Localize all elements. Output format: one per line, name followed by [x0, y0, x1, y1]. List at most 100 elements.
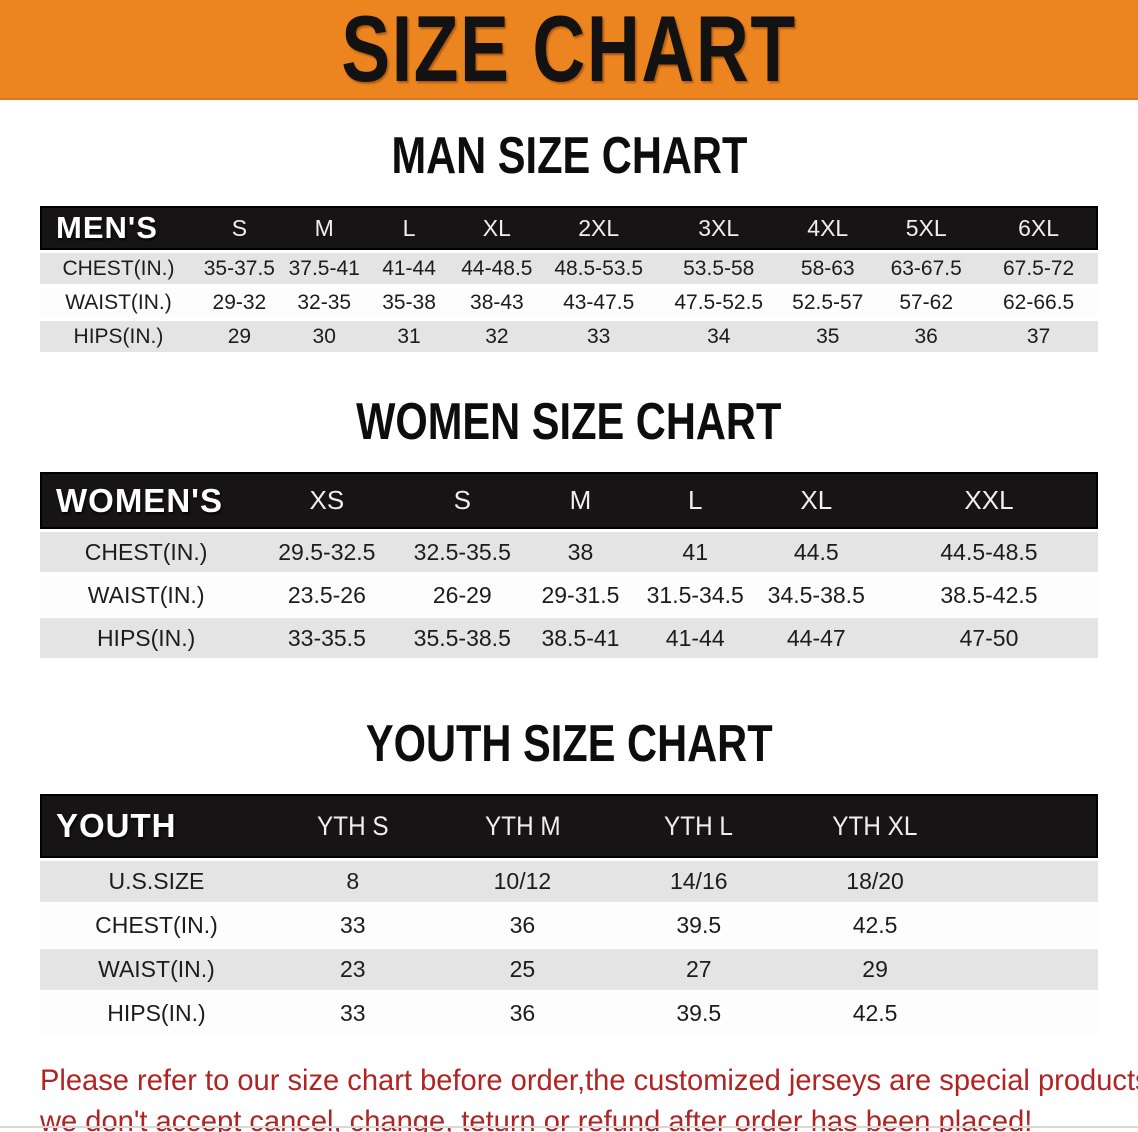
men-value-cell: 63-67.5: [890, 256, 962, 280]
disclaimer-line-1: Please refer to our size chart before or…: [40, 1064, 1138, 1097]
men-value-cell: 37: [1026, 324, 1051, 348]
women-value-cell: 29.5-32.5: [278, 538, 376, 565]
men-value-cell: 52.5-57: [792, 290, 864, 314]
women-value-cell: 32.5-35.5: [413, 538, 511, 565]
youth-value-cell: 42.5: [852, 1000, 898, 1026]
women-value-cell: 41-44: [665, 624, 725, 651]
banner-title: SIZE CHART: [341, 0, 797, 101]
men-value-cell: 43-47.5: [563, 290, 635, 314]
men-size-header-cell: 5XL: [905, 214, 947, 241]
men-table-header-row: MEN'S S M L XL 2XL 3XL 4XL 5XL 6XL: [40, 206, 1098, 250]
youth-value-cell: 42.5: [852, 912, 898, 938]
women-value-cell: 38.5-41: [541, 624, 620, 651]
youth-table-row: WAIST(IN.) 23 25 27 29: [40, 949, 1098, 990]
youth-value-cell: 33: [339, 912, 366, 938]
men-row-label-cell: CHEST(IN.): [62, 256, 175, 280]
men-value-cell: 44-48.5: [461, 256, 533, 280]
youth-size-header-cell: YTH S: [316, 810, 389, 841]
youth-value-cell: 29: [862, 956, 888, 982]
men-value-cell: 31: [397, 324, 421, 348]
youth-size-header-cell: YTH M: [484, 810, 561, 841]
youth-row-label-cell: WAIST(IN.): [98, 956, 215, 982]
men-size-header-cell: 3XL: [698, 214, 740, 241]
youth-row-label-cell: U.S.SIZE: [108, 868, 205, 894]
men-size-header-cell: L: [402, 214, 416, 241]
women-size-header-cell: L: [687, 485, 703, 515]
men-size-header-cell: 6XL: [1018, 214, 1060, 241]
youth-value-cell: 25: [509, 956, 536, 982]
men-value-cell: 29: [227, 324, 252, 348]
youth-value-cell: 39.5: [676, 912, 722, 938]
men-value-cell: 35-38: [382, 290, 436, 314]
youth-table-header-row: YOUTH YTH S YTH M YTH L YTH XL: [40, 794, 1098, 858]
women-section-heading-text: WOMEN SIZE CHART: [356, 393, 782, 451]
men-value-cell: 47.5-52.5: [674, 290, 764, 314]
youth-section-heading-text: YOUTH SIZE CHART: [365, 715, 773, 773]
men-value-cell: 37.5-41: [288, 256, 360, 280]
women-section: WOMEN SIZE CHART WOMEN'S XS S M L XL XXL CHEST(…: [0, 396, 1138, 658]
men-size-header-cell: 2XL: [578, 214, 620, 241]
men-value-cell: 58-63: [800, 256, 855, 280]
women-row-label-cell: HIPS(IN.): [96, 624, 196, 651]
women-value-cell: 26-29: [432, 581, 492, 608]
men-size-header-cell: M: [314, 214, 334, 241]
women-table-row: HIPS(IN.) 33-35.5 35.5-38.5 38.5-41 41-44 44-…: [40, 618, 1098, 658]
youth-table-row: U.S.SIZE 8 10/12 14/16 18/20: [40, 861, 1098, 902]
youth-table-title-cell: YOUTH: [56, 807, 177, 844]
youth-table-row: CHEST(IN.) 33 36 39.5 42.5: [40, 905, 1098, 946]
women-table-title-cell: WOMEN'S: [56, 481, 224, 519]
women-size-header-cell: XS: [309, 485, 345, 515]
men-table-row: CHEST(IN.) 35-37.5 37.5-41 41-44 44-48.5 48.5…: [40, 253, 1098, 284]
men-value-cell: 67.5-72: [1002, 256, 1075, 280]
women-size-header-cell: M: [569, 485, 592, 515]
men-row-label-cell: HIPS(IN.): [73, 324, 164, 348]
youth-size-table: YOUTH YTH S YTH M YTH L YTH XL U.S.SIZE 8 10/12…: [40, 794, 1098, 1034]
women-row-label-cell: WAIST(IN.): [87, 581, 205, 608]
women-size-header-cell: XXL: [964, 485, 1014, 515]
men-value-cell: 30: [312, 324, 336, 348]
men-table-title-cell: MEN'S: [56, 210, 158, 245]
men-table-row: WAIST(IN.) 29-32 32-35 35-38 38-43 43-47.5 47.…: [40, 287, 1098, 318]
men-value-cell: 36: [914, 324, 938, 348]
women-table-header-row: WOMEN'S XS S M L XL XXL: [40, 472, 1098, 529]
women-size-table: WOMEN'S XS S M L XL XXL CHEST(IN.) 29.5-32.5 32.5…: [40, 472, 1098, 658]
youth-value-cell: 27: [685, 956, 712, 982]
women-table-row: CHEST(IN.) 29.5-32.5 32.5-35.5 38 41 44.5 44.5…: [40, 532, 1098, 572]
women-size-header-cell: S: [453, 485, 471, 515]
women-value-cell: 44.5-48.5: [940, 538, 1038, 565]
women-row-label-cell: CHEST(IN.): [84, 538, 208, 565]
women-value-cell: 31.5-34.5: [646, 581, 744, 608]
men-value-cell: 41-44: [382, 256, 436, 280]
youth-value-cell: 33: [339, 1000, 366, 1026]
men-value-cell: 32: [485, 324, 509, 348]
youth-value-cell: 10/12: [493, 868, 552, 894]
youth-size-header-cell: YTH L: [664, 810, 734, 841]
youth-size-header-cell: YTH XL: [832, 810, 918, 841]
men-size-header-cell: 4XL: [807, 214, 849, 241]
men-value-cell: 33: [587, 324, 611, 348]
youth-value-cell: 23: [339, 956, 366, 982]
youth-value-cell: 14/16: [669, 868, 728, 894]
men-row-label-cell: WAIST(IN.): [65, 290, 172, 314]
disclaimer: Please refer to our size chart before or…: [40, 1060, 1138, 1132]
men-value-cell: 35-37.5: [203, 256, 275, 280]
men-section-heading: MAN SIZE CHART: [0, 130, 1138, 182]
youth-value-cell: 36: [509, 1000, 536, 1026]
women-value-cell: 33-35.5: [287, 624, 366, 651]
youth-section-heading: YOUTH SIZE CHART: [0, 718, 1138, 770]
youth-table-row: HIPS(IN.) 33 36 39.5 42.5: [40, 993, 1098, 1034]
men-value-cell: 32-35: [297, 290, 352, 314]
youth-value-cell: 36: [509, 912, 536, 938]
youth-section: YOUTH SIZE CHART YOUTH YTH S YTH M YTH L YTH…: [0, 718, 1138, 1034]
youth-value-cell: 39.5: [676, 1000, 722, 1026]
women-value-cell: 41: [682, 538, 709, 565]
men-size-table: MEN'S S M L XL 2XL 3XL 4XL 5XL 6XL CHEST(IN.) 35-37…: [40, 206, 1098, 352]
youth-value-cell: 18/20: [846, 868, 904, 894]
men-value-cell: 29-32: [212, 290, 267, 314]
men-value-cell: 53.5-58: [683, 256, 755, 280]
women-table-row: WAIST(IN.) 23.5-26 26-29 29-31.5 31.5-34.5 34…: [40, 575, 1098, 615]
men-value-cell: 34: [707, 324, 731, 348]
youth-value-cell: 8: [346, 868, 360, 894]
women-value-cell: 38.5-42.5: [940, 581, 1038, 608]
